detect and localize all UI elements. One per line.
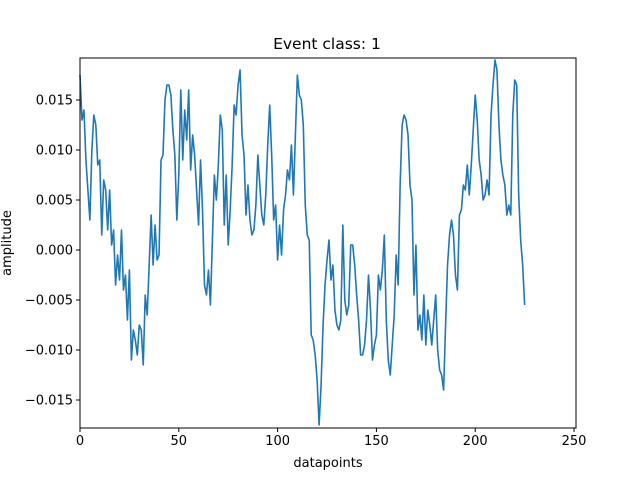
y-tick-label: −0.005 — [25, 294, 73, 309]
plot-area — [79, 59, 526, 426]
x-axis-ticks: 0 50 100 150 200 250 — [76, 428, 587, 449]
y-tick-label: −0.015 — [25, 394, 73, 409]
axes-frame — [79, 57, 577, 429]
x-tick-label: 0 — [76, 434, 84, 449]
series-line-0 — [79, 59, 526, 426]
x-tick-label: 50 — [171, 434, 188, 449]
x-tick-label: 250 — [562, 434, 587, 449]
x-axis-label: datapoints — [293, 456, 362, 471]
y-tick-label: 0.010 — [36, 144, 73, 159]
x-tick-label: 200 — [463, 434, 488, 449]
y-tick-label: 0.015 — [36, 94, 73, 109]
y-tick-label: −0.010 — [25, 344, 73, 359]
y-axis-ticks: −0.015 −0.010 −0.005 0.000 0.005 0.010 0.015 — [25, 94, 80, 409]
y-tick-label: 0.000 — [36, 244, 73, 259]
chart-title: Event class: 1 — [273, 35, 381, 53]
x-tick-label: 150 — [364, 434, 389, 449]
y-axis-label: amplitude — [0, 210, 15, 276]
y-tick-label: 0.005 — [36, 194, 73, 209]
x-tick-label: 100 — [265, 434, 290, 449]
